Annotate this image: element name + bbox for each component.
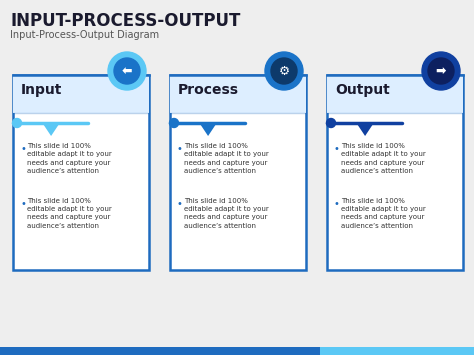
Text: •: •	[177, 199, 183, 209]
Circle shape	[108, 52, 146, 90]
Text: ➡: ➡	[436, 65, 446, 77]
Text: This slide id 100%
editable adapt it to your
needs and capture your
audience’s a: This slide id 100% editable adapt it to …	[341, 198, 426, 229]
Bar	[0, 347, 320, 355]
Text: •: •	[20, 144, 26, 154]
Circle shape	[170, 119, 179, 127]
Circle shape	[422, 52, 460, 90]
Circle shape	[271, 58, 297, 84]
FancyBboxPatch shape	[327, 75, 463, 113]
Circle shape	[327, 119, 336, 127]
Text: This slide id 100%
editable adapt it to your
needs and capture your
audience’s a: This slide id 100% editable adapt it to …	[27, 198, 112, 229]
Text: •: •	[20, 199, 26, 209]
FancyBboxPatch shape	[170, 75, 306, 270]
Text: Input: Input	[21, 83, 63, 97]
Polygon shape	[357, 124, 373, 136]
Text: ⚙: ⚙	[278, 65, 290, 77]
FancyBboxPatch shape	[170, 75, 306, 113]
Circle shape	[428, 58, 454, 84]
Circle shape	[114, 58, 140, 84]
Text: •: •	[334, 144, 340, 154]
Text: •: •	[177, 144, 183, 154]
Polygon shape	[200, 124, 216, 136]
FancyBboxPatch shape	[327, 75, 463, 270]
Text: This slide id 100%
editable adapt it to your
needs and capture your
audience’s a: This slide id 100% editable adapt it to …	[184, 143, 269, 174]
FancyBboxPatch shape	[13, 75, 149, 113]
Polygon shape	[43, 124, 59, 136]
Text: Process: Process	[178, 83, 239, 97]
Text: This slide id 100%
editable adapt it to your
needs and capture your
audience’s a: This slide id 100% editable adapt it to …	[184, 198, 269, 229]
Text: This slide id 100%
editable adapt it to your
needs and capture your
audience’s a: This slide id 100% editable adapt it to …	[341, 143, 426, 174]
Bar	[320, 347, 474, 355]
Text: Input-Process-Output Diagram: Input-Process-Output Diagram	[10, 30, 159, 40]
Text: ⬅: ⬅	[122, 65, 132, 77]
FancyBboxPatch shape	[13, 75, 149, 270]
Text: Output: Output	[335, 83, 390, 97]
Text: •: •	[334, 199, 340, 209]
Circle shape	[265, 52, 303, 90]
Text: INPUT-PROCESS-OUTPUT: INPUT-PROCESS-OUTPUT	[10, 12, 240, 30]
Text: This slide id 100%
editable adapt it to your
needs and capture your
audience’s a: This slide id 100% editable adapt it to …	[27, 143, 112, 174]
Circle shape	[12, 119, 21, 127]
